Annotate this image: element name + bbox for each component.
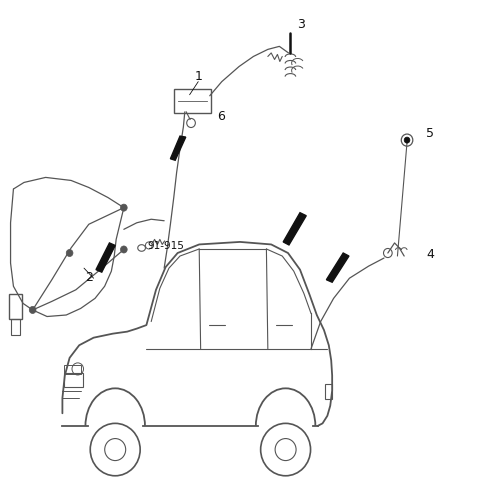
Circle shape [29, 306, 36, 313]
Text: 91-915: 91-915 [148, 241, 185, 251]
Circle shape [404, 137, 410, 143]
Text: 1: 1 [194, 70, 202, 83]
Polygon shape [170, 136, 186, 160]
Text: 4: 4 [426, 248, 434, 261]
Bar [325, 384, 332, 399]
Polygon shape [283, 213, 306, 245]
Bar [64, 365, 81, 374]
Bar [64, 373, 83, 387]
Text: 3: 3 [297, 18, 304, 31]
Bar [11, 319, 20, 335]
Circle shape [120, 246, 127, 253]
Circle shape [120, 204, 127, 211]
Polygon shape [326, 253, 349, 282]
Text: 6: 6 [217, 110, 225, 123]
Text: 5: 5 [426, 127, 434, 140]
Bar [9, 294, 22, 319]
Text: 2: 2 [85, 271, 93, 284]
Polygon shape [96, 243, 115, 272]
Circle shape [66, 249, 73, 257]
